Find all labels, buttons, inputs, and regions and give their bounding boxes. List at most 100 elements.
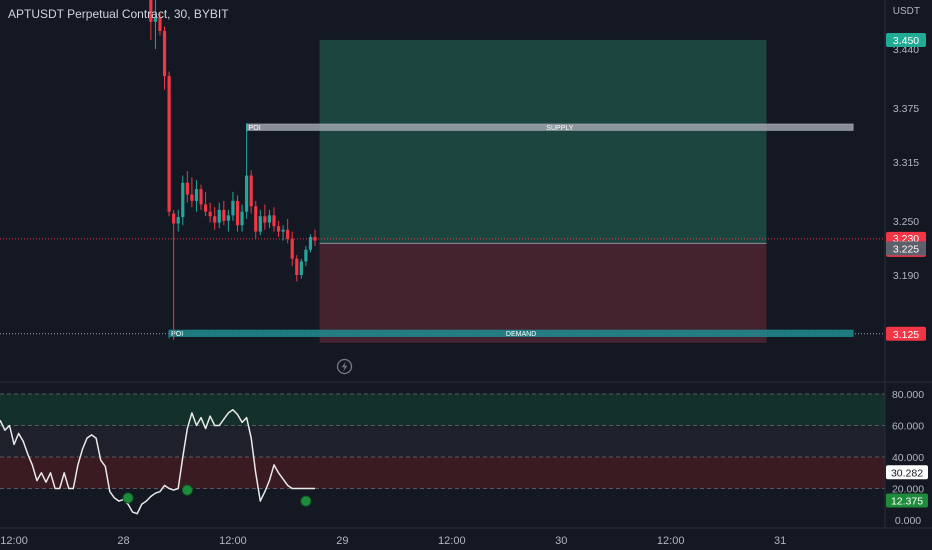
- time-axis-tick: 12:00: [438, 535, 466, 547]
- candle[interactable]: [185, 171, 189, 203]
- price-label: 3.225: [886, 241, 926, 256]
- candle[interactable]: [153, 0, 158, 49]
- price-label-value: 3.450: [893, 35, 919, 47]
- candle[interactable]: [199, 184, 203, 210]
- rsi-signal-marker[interactable]: [122, 492, 134, 504]
- candle[interactable]: [208, 202, 212, 223]
- position-stop-zone[interactable]: [319, 243, 767, 343]
- time-axis[interactable]: 12:00 28 12:00 29 12:00 30 12:00 31: [0, 527, 932, 547]
- lightning-icon[interactable]: [336, 358, 353, 375]
- price-label-bg: [886, 32, 926, 47]
- candle-body: [217, 209, 221, 223]
- demand-poi[interactable]: POI DEMAND: [168, 329, 854, 339]
- rsi-signal-marker[interactable]: [300, 495, 312, 507]
- rsi-band: [0, 394, 885, 426]
- rsi-pane[interactable]: [0, 393, 885, 515]
- candle-body: [276, 226, 281, 232]
- rsi-line[interactable]: [0, 409, 315, 515]
- price-axis-tick: 3.315: [893, 157, 919, 169]
- price-label-value: 3.125: [893, 329, 919, 341]
- candle[interactable]: [286, 218, 290, 244]
- candle[interactable]: [213, 207, 217, 230]
- rsi-value-label: 12.375: [886, 493, 928, 508]
- rsi-value-label-text: 12.375: [891, 496, 923, 508]
- candle[interactable]: [258, 209, 262, 236]
- supply-poi-poi-label: POI: [249, 125, 261, 132]
- candle-body: [153, 17, 158, 22]
- candle-body: [290, 238, 294, 259]
- supply-poi-zone-label: SUPPLY: [546, 125, 573, 132]
- chart-title: APTUSDT Perpetual Contract, 30, BYBIT: [8, 7, 229, 21]
- candle[interactable]: [245, 123, 249, 219]
- price-axis[interactable]: USDT3.4403.3753.3153.2503.1903.4503.2301…: [886, 6, 926, 341]
- time-axis-tick: 12:00: [0, 535, 28, 547]
- time-axis-tick: 28: [117, 535, 129, 547]
- price-label: 3.125: [886, 326, 926, 341]
- candle[interactable]: [313, 229, 317, 247]
- candle[interactable]: [304, 246, 308, 266]
- candle[interactable]: [290, 231, 294, 266]
- candle[interactable]: [190, 177, 194, 208]
- candle[interactable]: [194, 180, 199, 212]
- rsi-band: [0, 457, 885, 489]
- candle-body: [190, 194, 194, 201]
- candle[interactable]: [267, 209, 272, 228]
- candle-body: [267, 215, 272, 223]
- price-axis-unit: USDT: [893, 6, 920, 17]
- candle[interactable]: [167, 71, 171, 217]
- candle[interactable]: [231, 191, 235, 221]
- candle[interactable]: [172, 209, 176, 340]
- candle[interactable]: [240, 204, 244, 232]
- demand-poi-poi-label: POI: [171, 331, 183, 338]
- candle[interactable]: [149, 0, 153, 40]
- candle[interactable]: [263, 204, 267, 230]
- candle-body: [258, 216, 262, 232]
- price-label-value: 3.225: [893, 243, 919, 255]
- candle[interactable]: [226, 209, 230, 232]
- price-pane[interactable]: POI SUPPLY POI DEMAND: [0, 0, 885, 375]
- candle[interactable]: [235, 195, 240, 232]
- rsi-signal-marker[interactable]: [181, 484, 193, 496]
- candle[interactable]: [308, 234, 313, 253]
- candle-body: [249, 175, 253, 207]
- lightning-icon-bolt: [341, 361, 348, 372]
- time-axis-tick: 12:00: [219, 535, 247, 547]
- candle-body: [263, 216, 267, 223]
- candle[interactable]: [299, 258, 303, 279]
- candle-body: [181, 182, 185, 218]
- candle[interactable]: [222, 200, 226, 226]
- price-label: 3.450: [886, 32, 926, 47]
- candle-body: [304, 249, 308, 262]
- candle-body: [167, 76, 171, 212]
- candle[interactable]: [254, 200, 258, 239]
- candle[interactable]: [217, 202, 221, 228]
- candle-body: [245, 175, 249, 212]
- candle[interactable]: [162, 26, 167, 90]
- candle[interactable]: [181, 175, 185, 226]
- lightning-icon-circle: [336, 358, 353, 375]
- candles: [149, 0, 317, 340]
- candle[interactable]: [158, 12, 162, 36]
- candle[interactable]: [295, 255, 299, 282]
- price-axis-tick: 3.250: [893, 216, 919, 228]
- candle-body: [235, 200, 240, 226]
- candle-body: [281, 229, 285, 232]
- candle-body: [208, 211, 212, 217]
- candle-body: [158, 17, 162, 31]
- candle[interactable]: [281, 225, 285, 241]
- candle[interactable]: [276, 220, 281, 238]
- price-axis-tick: 3.375: [893, 103, 919, 115]
- candle-body: [176, 217, 180, 224]
- candle[interactable]: [272, 207, 276, 232]
- position-target-zone[interactable]: [319, 39, 767, 244]
- candle[interactable]: [249, 170, 253, 214]
- candle-body: [199, 189, 203, 205]
- candle-body: [308, 237, 313, 250]
- rsi-axis-tick: 40.000: [892, 452, 924, 464]
- candle-body: [185, 182, 189, 195]
- candle-body: [213, 216, 217, 223]
- candle[interactable]: [176, 209, 180, 232]
- rsi-axis[interactable]: 80.000 60.000 40.000 20.000 0.000 30.282 12.37…: [886, 389, 928, 527]
- candle[interactable]: [203, 191, 208, 217]
